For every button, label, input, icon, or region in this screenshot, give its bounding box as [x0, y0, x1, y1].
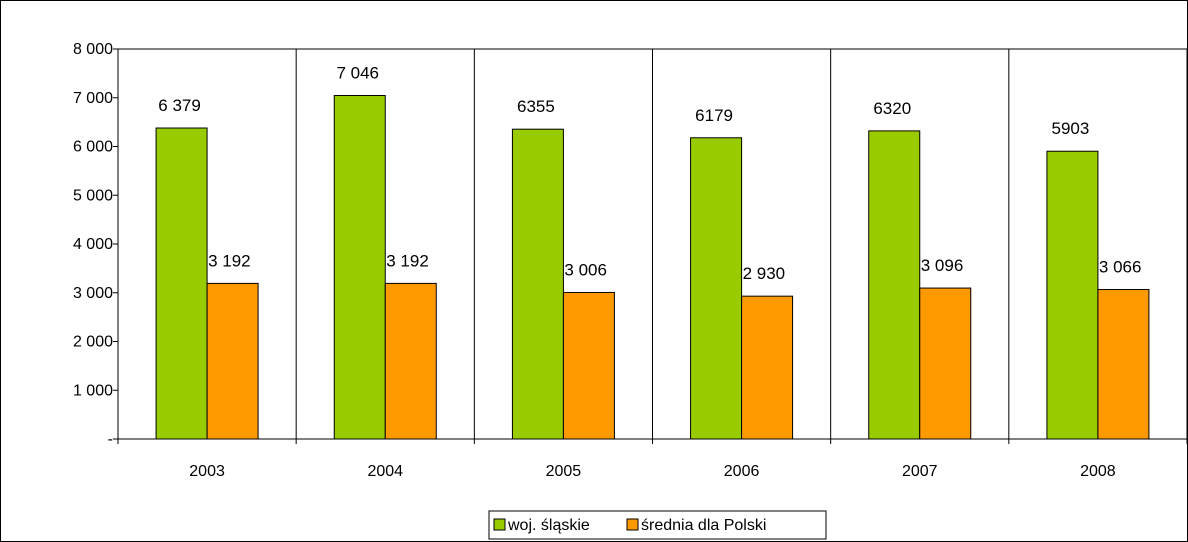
data-label-srednia-dla-polski: 3 096: [921, 256, 964, 275]
x-tick-label: 2005: [546, 463, 582, 480]
y-axis: - 1 000 2 000 3 000 4 000 5 000 6 000 7 000 8 00…: [73, 41, 118, 448]
x-tick-label: 2004: [367, 463, 403, 480]
data-label-srednia-dla-polski: 2 930: [743, 264, 786, 283]
bar-srednia-dla-polski: [919, 287, 972, 440]
x-axis: 2003 2004 2005 2006 2007 2008: [117, 439, 1187, 480]
legend-swatch-srednia-dla-polski: [626, 518, 639, 531]
data-label-srednia-dla-polski: 3 066: [1099, 258, 1142, 277]
data-label-srednia-dla-polski: 3 006: [564, 260, 607, 279]
x-tick-label: 2003: [189, 463, 225, 480]
legend-swatch-woj-slaskie: [493, 518, 506, 531]
legend-label-woj-slaskie: woj. śląskie: [507, 517, 590, 534]
data-label-woj-slaskie: 7 046: [336, 64, 379, 83]
y-tick-label: 1 000: [73, 382, 113, 399]
bar-srednia-dla-polski: [1097, 289, 1150, 440]
y-tick-label: 7 000: [73, 90, 113, 107]
data-label-woj-slaskie: 6 379: [158, 96, 201, 115]
legend: woj. śląskie średnia dla Polski: [488, 510, 827, 540]
y-tick-label: 6 000: [73, 139, 113, 156]
bar-woj-slaskie: [511, 128, 564, 440]
bar-woj-slaskie: [868, 130, 921, 440]
bar-woj-slaskie: [1046, 150, 1099, 440]
data-label-srednia-dla-polski: 3 192: [208, 251, 251, 270]
bar-woj-slaskie: [155, 127, 208, 440]
x-tick-label: 2008: [1080, 463, 1116, 480]
data-label-woj-slaskie: 5903: [1052, 119, 1090, 138]
x-tick-label: 2006: [724, 463, 760, 480]
legend-label-srednia-dla-polski: średnia dla Polski: [641, 517, 766, 534]
data-label-woj-slaskie: 6355: [517, 97, 555, 116]
bar-srednia-dla-polski: [206, 282, 259, 440]
bar-woj-slaskie: [333, 95, 386, 440]
data-label-woj-slaskie: 6320: [873, 99, 911, 118]
y-tick-label: 5 000: [73, 187, 113, 204]
bar-srednia-dla-polski: [562, 291, 615, 440]
bars: [155, 95, 1150, 440]
data-labels: 6 379 3 192 7 046 3 192 6355 3 006 6179 2 930 63…: [158, 64, 1141, 284]
y-tick-label: 8 000: [73, 41, 113, 58]
data-label-srednia-dla-polski: 3 192: [386, 251, 429, 270]
bar-woj-slaskie: [690, 137, 743, 440]
bar-srednia-dla-polski: [384, 282, 437, 440]
y-tick-label: 3 000: [73, 285, 113, 302]
legend-box: [488, 510, 827, 540]
y-tick-label: 2 000: [73, 334, 113, 351]
y-tick-label: 4 000: [73, 236, 113, 253]
y-tick-label: -: [108, 431, 113, 448]
category-gridlines: [295, 49, 1010, 439]
bar-srednia-dla-polski: [741, 295, 794, 440]
data-label-woj-slaskie: 6179: [695, 106, 733, 125]
x-tick-label: 2007: [902, 463, 938, 480]
